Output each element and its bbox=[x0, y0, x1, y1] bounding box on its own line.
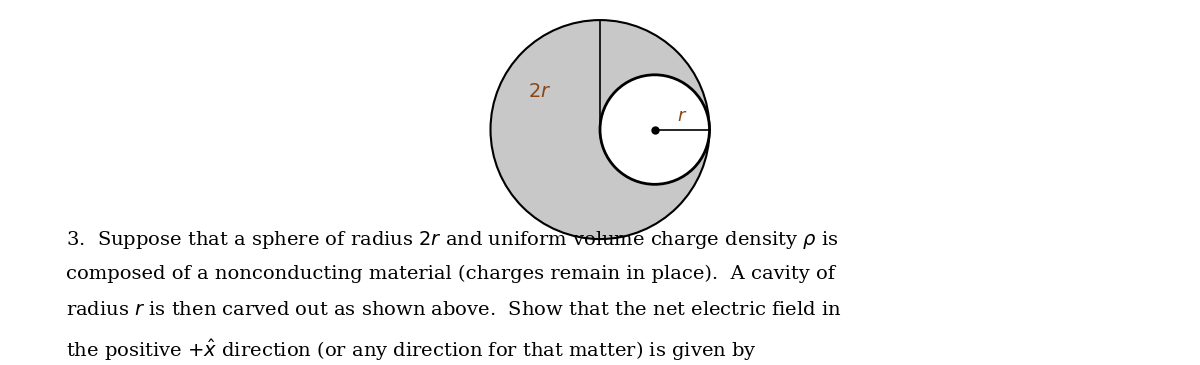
Circle shape bbox=[600, 75, 709, 184]
Text: $r$: $r$ bbox=[677, 107, 688, 125]
Text: the positive $+\hat{x}$ direction (or any direction for that matter) is given by: the positive $+\hat{x}$ direction (or an… bbox=[66, 337, 757, 363]
Circle shape bbox=[491, 20, 709, 239]
Text: radius $r$ is then carved out as shown above.  Show that the net electric field : radius $r$ is then carved out as shown a… bbox=[66, 301, 841, 319]
Text: composed of a nonconducting material (charges remain in place).  A cavity of: composed of a nonconducting material (ch… bbox=[66, 265, 835, 283]
Text: $2r$: $2r$ bbox=[528, 82, 552, 101]
Text: 3.  Suppose that a sphere of radius $2r$ and uniform volume charge density $\rho: 3. Suppose that a sphere of radius $2r$ … bbox=[66, 229, 839, 251]
